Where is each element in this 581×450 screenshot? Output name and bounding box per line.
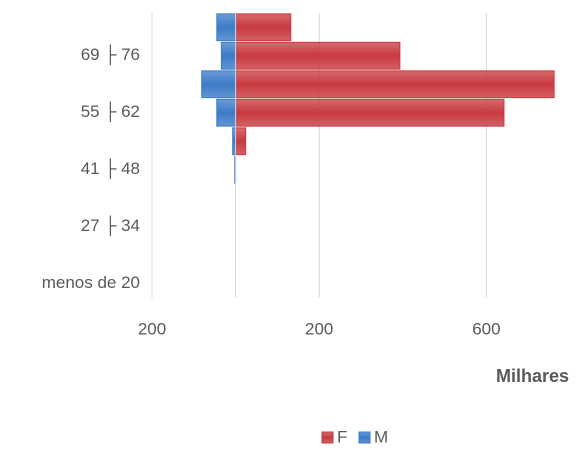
bar	[220, 41, 237, 70]
x-axis-title: Milhares	[496, 366, 569, 386]
legend-label: F	[337, 427, 347, 446]
bar	[235, 98, 505, 127]
y-tick-label: 41 ├ 48	[81, 158, 140, 180]
legend-swatch	[358, 431, 371, 444]
bar	[201, 70, 237, 99]
y-tick-label: 55 ├ 62	[81, 101, 140, 123]
bar	[235, 127, 247, 156]
bar	[216, 13, 237, 42]
legend-label: M	[374, 427, 388, 446]
y-tick-label: 69 ├ 76	[81, 44, 140, 66]
x-tick-label: 200	[138, 319, 166, 338]
x-tick-label: 200	[305, 319, 333, 338]
x-tick-label: 600	[472, 319, 500, 338]
y-tick-label: menos de 20	[42, 273, 140, 292]
bar	[235, 70, 555, 99]
bar	[235, 41, 401, 70]
legend-swatch	[321, 431, 334, 444]
bar	[216, 98, 237, 127]
y-tick-label: 27 ├ 34	[81, 215, 140, 237]
bar	[235, 13, 292, 42]
